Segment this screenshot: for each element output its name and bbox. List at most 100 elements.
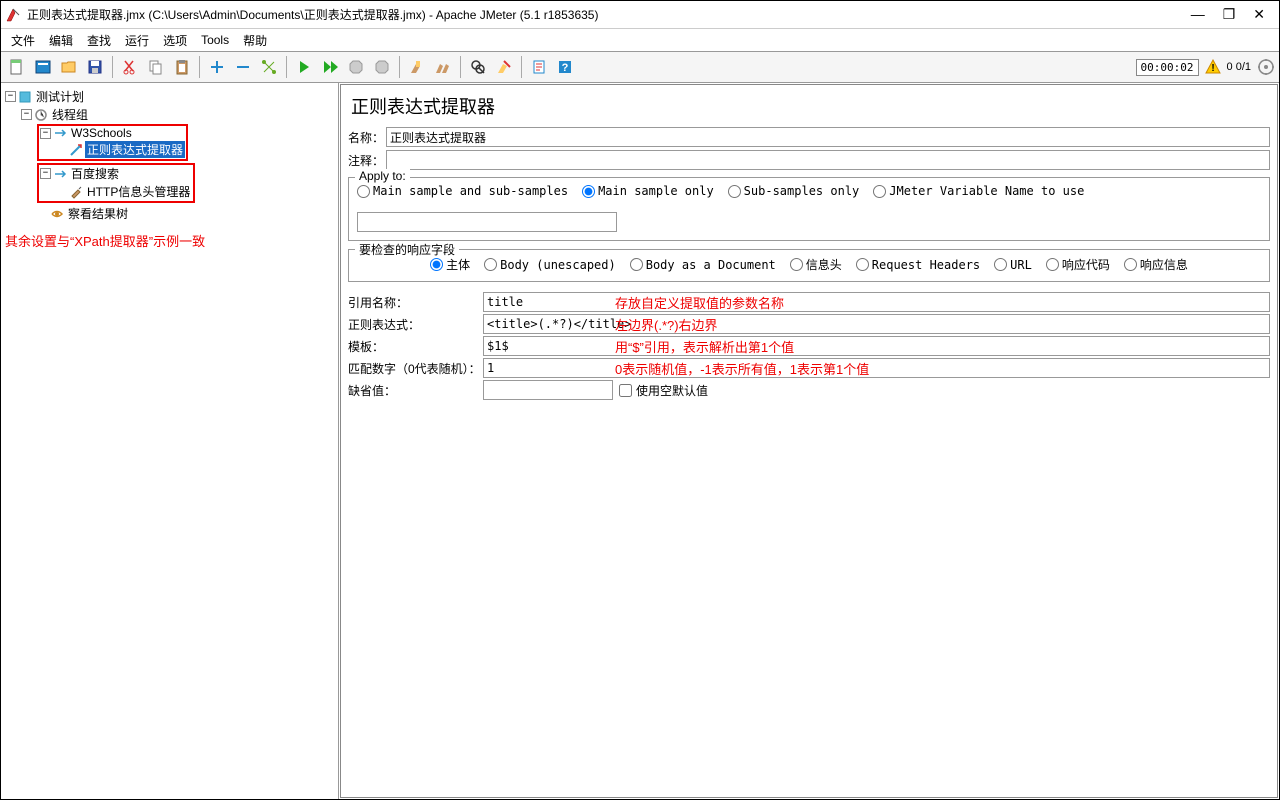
check-headers[interactable]: 信息头 [790, 256, 842, 273]
tree-baidu[interactable]: 百度搜索 [69, 165, 121, 182]
open-button[interactable] [57, 55, 81, 79]
apply-to-legend: Apply to: [355, 169, 410, 183]
check-resp-msg[interactable]: 响应信息 [1124, 256, 1188, 273]
clear-all-button[interactable] [431, 55, 455, 79]
thread-count: 0 0/1 [1227, 61, 1251, 73]
tree-panel: − 测试计划 − 线程组 [1, 83, 339, 799]
sampler-icon [53, 167, 67, 181]
app-icon [5, 7, 21, 23]
tree-testplan[interactable]: 测试计划 [34, 88, 86, 105]
listener-icon [50, 207, 64, 221]
name-input[interactable] [386, 127, 1270, 147]
clear-button[interactable] [405, 55, 429, 79]
cut-button[interactable] [118, 55, 142, 79]
comment-label: 注释： [348, 152, 386, 169]
menu-options[interactable]: 选项 [157, 30, 193, 51]
gear-icon[interactable] [1257, 58, 1275, 76]
regex-label: 正则表达式： [348, 316, 483, 333]
copy-button[interactable] [144, 55, 168, 79]
function-helper-button[interactable] [527, 55, 551, 79]
menu-file[interactable]: 文件 [5, 30, 41, 51]
tree-w3schools[interactable]: W3Schools [69, 126, 134, 140]
maximize-button[interactable]: ❐ [1223, 6, 1236, 23]
minimize-button[interactable]: — [1191, 6, 1205, 23]
menu-run[interactable]: 运行 [119, 30, 155, 51]
timer-display: 00:00:02 [1136, 59, 1199, 76]
start-button[interactable] [292, 55, 316, 79]
field-to-check-fieldset: 要检查的响应字段 主体 Body (unescaped) Body as a D… [348, 249, 1270, 282]
apply-sub-only[interactable]: Sub-samples only [728, 184, 860, 198]
ref-name-label: 引用名称： [348, 294, 483, 311]
tree-threadgroup[interactable]: 线程组 [50, 106, 90, 123]
template-label: 模板： [348, 338, 483, 355]
config-icon [69, 185, 83, 199]
window-controls: — ❐ ✕ [1191, 6, 1275, 23]
name-label: 名称： [348, 129, 386, 146]
check-req-headers[interactable]: Request Headers [856, 258, 980, 272]
svg-text:?: ? [562, 62, 569, 74]
new-button[interactable] [5, 55, 29, 79]
paste-button[interactable] [170, 55, 194, 79]
menu-tools[interactable]: Tools [195, 31, 235, 49]
app-window: 正则表达式提取器.jmx (C:\Users\Admin\Documents\正… [0, 0, 1280, 800]
content-area: − 测试计划 − 线程组 [1, 83, 1279, 799]
match-no-label: 匹配数字（0代表随机）： [348, 360, 483, 377]
tree-toggle[interactable]: − [5, 91, 16, 102]
titlebar-text: 正则表达式提取器.jmx (C:\Users\Admin\Documents\正… [27, 6, 1191, 23]
jmeter-variable-input[interactable] [357, 212, 617, 232]
menu-search[interactable]: 查找 [81, 30, 117, 51]
reset-search-button[interactable] [492, 55, 516, 79]
apply-jmeter-var[interactable]: JMeter Variable Name to use [873, 184, 1084, 198]
tree-http-header[interactable]: HTTP信息头管理器 [85, 183, 192, 200]
test-plan-tree[interactable]: − 测试计划 − 线程组 [3, 87, 336, 225]
main-panel: 正则表达式提取器 名称： 注释： Apply to: Main sample a… [340, 84, 1278, 798]
shutdown-button[interactable] [370, 55, 394, 79]
tree-toggle[interactable]: − [40, 168, 51, 179]
testplan-icon [18, 90, 32, 104]
default-input[interactable] [483, 380, 613, 400]
comment-input[interactable] [386, 150, 1270, 170]
sampler-icon [53, 126, 67, 140]
threadgroup-icon [34, 108, 48, 122]
template-input[interactable] [483, 336, 1270, 356]
start-no-pause-button[interactable] [318, 55, 342, 79]
search-button[interactable] [466, 55, 490, 79]
help-button[interactable]: ? [553, 55, 577, 79]
toolbar: ? 00:00:02 ! 0 0/1 [1, 51, 1279, 83]
menu-help[interactable]: 帮助 [237, 30, 273, 51]
default-label: 缺省值： [348, 382, 483, 399]
menubar: 文件 编辑 查找 运行 选项 Tools 帮助 [1, 29, 1279, 51]
menu-edit[interactable]: 编辑 [43, 30, 79, 51]
tree-toggle[interactable]: − [40, 128, 51, 139]
expand-button[interactable] [205, 55, 229, 79]
titlebar: 正则表达式提取器.jmx (C:\Users\Admin\Documents\正… [1, 1, 1279, 29]
regex-input[interactable] [483, 314, 1270, 334]
close-button[interactable]: ✕ [1253, 6, 1265, 23]
extractor-icon [69, 143, 83, 157]
stop-button[interactable] [344, 55, 368, 79]
check-resp-code[interactable]: 响应代码 [1046, 256, 1110, 273]
check-body-as-doc[interactable]: Body as a Document [630, 258, 776, 272]
check-body-unescaped[interactable]: Body (unescaped) [484, 258, 616, 272]
tree-toggle[interactable]: − [21, 109, 32, 120]
collapse-button[interactable] [231, 55, 255, 79]
apply-main-sub[interactable]: Main sample and sub-samples [357, 184, 568, 198]
params-section: 引用名称： 存放自定义提取值的参数名称 正则表达式： 左边界(.*?)右边界 模… [348, 292, 1270, 402]
warning-icon: ! [1205, 59, 1221, 75]
tree-annotation-text: 其余设置与“XPath提取器”示例一致 [3, 231, 336, 250]
apply-main-only[interactable]: Main sample only [582, 184, 714, 198]
check-url[interactable]: URL [994, 258, 1032, 272]
ref-name-input[interactable] [483, 292, 1270, 312]
tree-view-results[interactable]: 察看结果树 [66, 205, 130, 222]
match-no-input[interactable] [483, 358, 1270, 378]
check-body[interactable]: 主体 [430, 256, 470, 273]
field-to-check-legend: 要检查的响应字段 [355, 241, 459, 258]
panel-title: 正则表达式提取器 [341, 85, 1277, 127]
apply-to-fieldset: Apply to: Main sample and sub-samples Ma… [348, 177, 1270, 241]
tree-regex-extractor[interactable]: 正则表达式提取器 [85, 141, 185, 158]
templates-button[interactable] [31, 55, 55, 79]
use-empty-default[interactable]: 使用空默认值 [619, 382, 708, 399]
svg-text:!: ! [1211, 63, 1214, 74]
save-button[interactable] [83, 55, 107, 79]
toggle-button[interactable] [257, 55, 281, 79]
